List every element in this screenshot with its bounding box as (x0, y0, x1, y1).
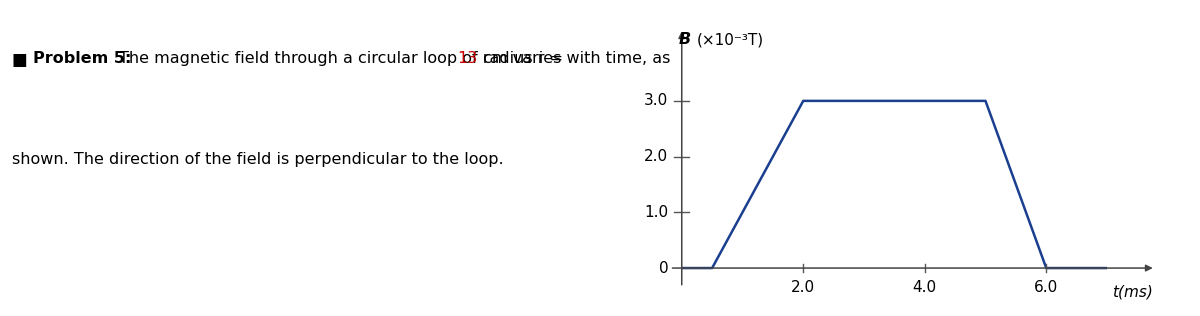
Text: 1.0: 1.0 (644, 205, 668, 220)
Text: t(ms): t(ms) (1112, 285, 1153, 300)
Text: The magnetic field through a circular loop of radius r =: The magnetic field through a circular lo… (119, 51, 568, 65)
Text: 4.0: 4.0 (913, 280, 937, 295)
Text: (×10⁻³T): (×10⁻³T) (697, 32, 764, 47)
Text: B: B (679, 32, 691, 47)
Text: 0: 0 (659, 261, 668, 276)
Text: 13: 13 (457, 51, 478, 65)
Text: ■: ■ (12, 51, 28, 69)
Text: Problem 5:: Problem 5: (34, 51, 132, 65)
Text: 2.0: 2.0 (791, 280, 815, 295)
Text: shown. The direction of the field is perpendicular to the loop.: shown. The direction of the field is per… (12, 152, 503, 167)
Text: 2.0: 2.0 (644, 149, 668, 164)
Text: 6.0: 6.0 (1034, 280, 1058, 295)
Text: cm varies with time, as: cm varies with time, as (479, 51, 671, 65)
Text: 3.0: 3.0 (644, 94, 668, 108)
